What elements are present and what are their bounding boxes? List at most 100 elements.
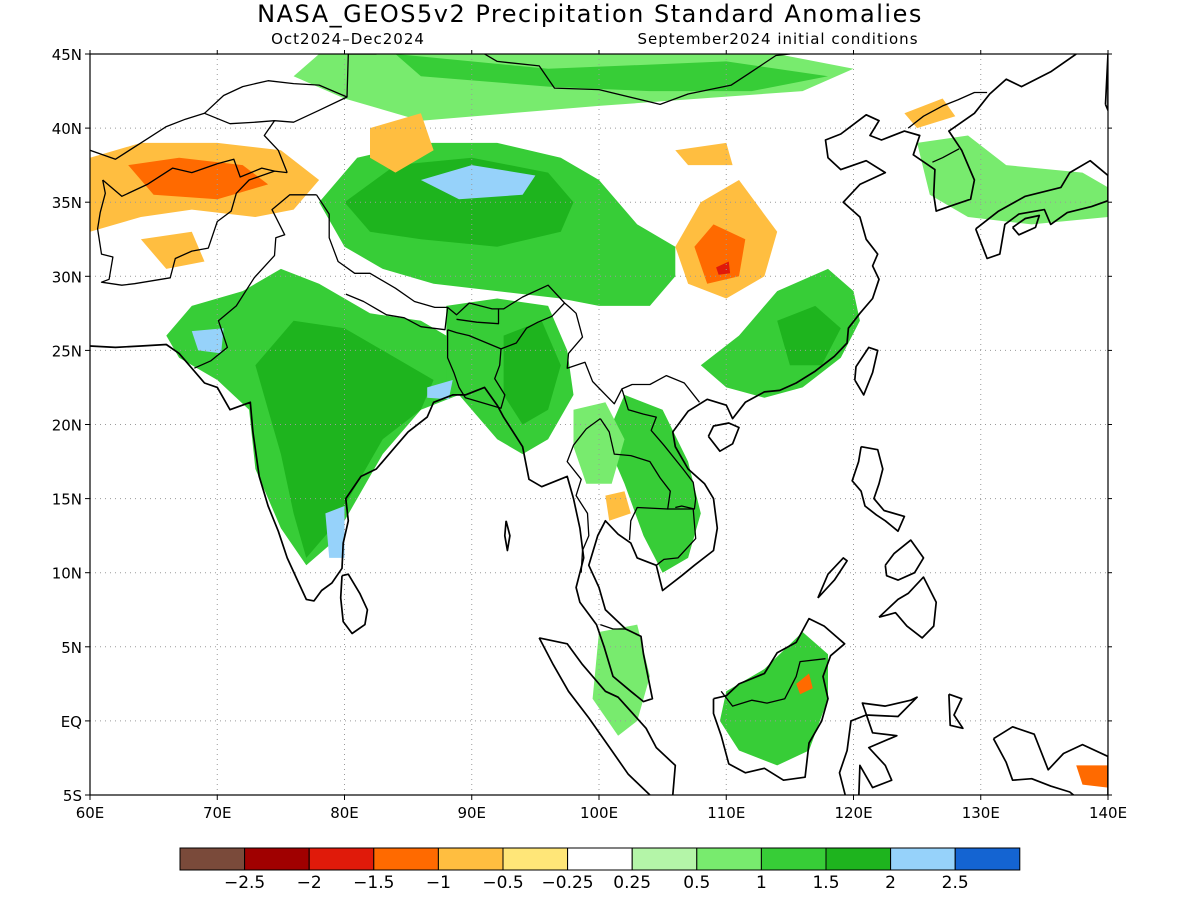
coastline-halmahera	[948, 693, 964, 730]
anomaly-region-myanmar-core	[503, 320, 561, 425]
border-china-korea	[907, 91, 988, 129]
anomaly-region-thailand-north	[573, 402, 625, 484]
colorbar-swatch	[244, 847, 310, 871]
lat-tick-label: 40N	[52, 120, 82, 138]
coastline-visayas	[884, 539, 925, 581]
anomaly-region-tibet-max	[420, 165, 536, 200]
anomaly-region-north-china-dry	[675, 142, 733, 166]
border-myanmar-east	[566, 418, 601, 573]
border-china-mongolia	[348, 54, 790, 106]
lat-lon-grid	[90, 54, 1108, 795]
lon-tick-label: 110E	[707, 804, 745, 822]
lon-tick-label: 140E	[1089, 804, 1127, 822]
colorbar-swatch	[954, 847, 1021, 871]
lon-tick-label: 130E	[962, 804, 1000, 822]
axis-ticks: 60E 70E 80E 90E 100E 110E 120E 130E 140E 5S EQ 5N 10…	[52, 46, 1127, 822]
lat-tick-label: 5N	[61, 639, 82, 657]
anomaly-region-sumatra-malay	[592, 624, 650, 736]
anomaly-region-southeast-china	[700, 268, 860, 398]
anomaly-region-west-india-blue	[191, 328, 224, 354]
colorbar-label: 2.5	[942, 873, 969, 893]
colorbar-swatch	[890, 847, 956, 871]
anomaly-region-south-india-blue	[325, 506, 345, 558]
border-bhutan-south	[456, 308, 500, 325]
coastline-sri-lanka	[339, 573, 369, 635]
border-myanmar-india	[500, 302, 566, 350]
lon-tick-label: 80E	[330, 804, 359, 822]
map-subtitle-period: Oct2024–Dec2024	[271, 30, 425, 48]
coastline-arabian-sea-coast	[90, 54, 1077, 703]
colorbar-label: 0.5	[683, 873, 710, 893]
colorbar-label: −1.5	[353, 873, 394, 893]
coastline-shikoku	[1011, 214, 1041, 236]
anomaly-region-mongolia-band	[395, 54, 828, 92]
coastline-hainan	[707, 422, 740, 453]
map-plot-area	[90, 54, 1108, 795]
colorbar-swatch	[502, 847, 569, 871]
border-laos-thai	[599, 418, 671, 541]
colorbar-swatch	[437, 847, 504, 871]
colorbar-swatch	[567, 847, 633, 871]
colorbar-label: −0.5	[482, 873, 523, 893]
border-china-west	[263, 120, 288, 173]
border-korea-dmz	[932, 148, 960, 163]
colorbar-swatch	[825, 847, 892, 871]
anomaly-region-new-guinea-dry	[1076, 765, 1108, 788]
lat-tick-label: EQ	[61, 713, 82, 731]
anomaly-region-indochina	[605, 394, 701, 573]
colorbar-legend: −2.5 −2 −1.5 −1 −0.5 −0.25 0.25 0.5 1 1.5 2 2.5	[179, 847, 1021, 893]
colorbar-label: −2	[297, 873, 322, 893]
colorbar-label: 1	[756, 873, 767, 893]
coastline-palawan	[817, 557, 848, 599]
border-cambodia	[655, 508, 697, 566]
lat-tick-label: 20N	[52, 417, 82, 435]
border-pakistan-india	[194, 194, 317, 369]
lon-tick-label: 60E	[76, 804, 105, 822]
colorbar-swatch	[179, 847, 246, 871]
lat-tick-label: 10N	[52, 565, 82, 583]
lat-tick-label: 35N	[52, 194, 82, 212]
border-thai-malay	[600, 623, 626, 630]
anomaly-region-thailand-dry	[605, 491, 631, 521]
colorbar-label: 0.25	[613, 873, 651, 893]
lon-tick-label: 100E	[580, 804, 618, 822]
anomaly-region-iran-afghan-core	[128, 157, 269, 200]
colorbar-label: 2	[885, 873, 896, 893]
coastline-luzon	[851, 445, 906, 533]
anomaly-region-borneo-dry	[796, 673, 813, 695]
lat-tick-label: 15N	[52, 491, 82, 509]
anomaly-region-central-china-core	[694, 224, 746, 284]
coastline-layer	[90, 54, 1108, 795]
coastline-taiwan	[853, 346, 879, 396]
lon-tick-label: 90E	[457, 804, 486, 822]
border-iran-afghan	[96, 170, 288, 286]
colorbar-label: 1.5	[812, 873, 839, 893]
colorbar-label: −2.5	[224, 873, 265, 893]
lat-tick-label: 45N	[52, 46, 82, 64]
colorbar-swatch	[696, 847, 762, 871]
anomaly-region-pakistan-dry	[140, 231, 205, 269]
anomaly-region-borneo	[719, 632, 828, 766]
coastline-kyushu-honshu	[974, 159, 1108, 260]
lon-tick-label: 120E	[834, 804, 872, 822]
colorbar-swatch	[631, 847, 698, 871]
colorbar-swatch	[760, 847, 827, 871]
colorbar-label: −0.25	[542, 873, 594, 893]
coastline-andaman	[503, 520, 511, 552]
coastline-sumatra	[538, 637, 677, 795]
coastline-sulawesi	[838, 696, 918, 795]
lat-tick-label: 5S	[63, 787, 82, 805]
border-nepal-south	[345, 293, 449, 331]
anomaly-region-bay-bengal-blue	[427, 380, 453, 400]
colorbar-swatch	[373, 847, 439, 871]
lat-tick-label: 30N	[52, 268, 82, 286]
map-title: NASA_GEOS5v2 Precipitation Standard Anom…	[257, 0, 923, 28]
lat-tick-label: 25N	[52, 342, 82, 360]
anomaly-region-southeast-china-core	[777, 305, 841, 366]
border-central-asia	[90, 54, 349, 160]
coastline-mindanao	[878, 576, 938, 639]
coastline-hokkaido	[1104, 54, 1108, 112]
colorbar-label: −1	[426, 873, 451, 893]
anomaly-region-korea-japan	[917, 135, 1108, 225]
